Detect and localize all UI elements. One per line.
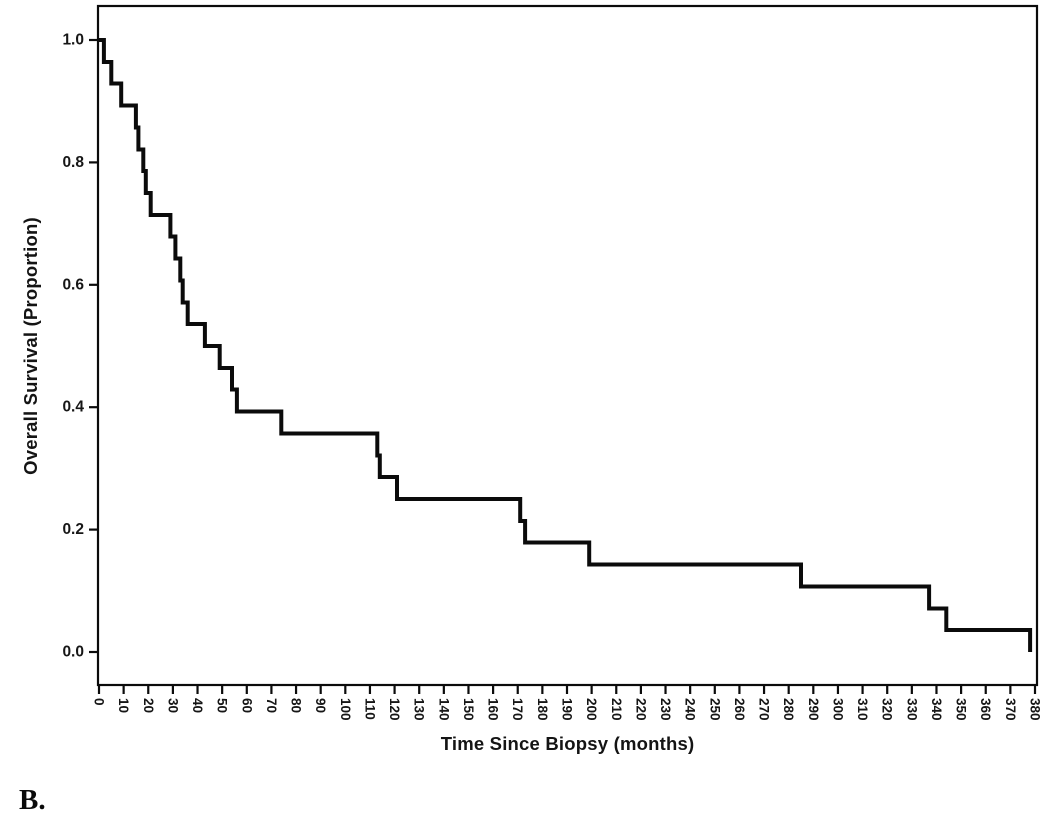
y-tick-label: 0.2	[62, 521, 84, 538]
survival-curve	[99, 38, 1033, 652]
x-tick-label: 90	[313, 698, 328, 713]
x-tick-label: 150	[461, 698, 476, 721]
x-tick-label: 30	[165, 698, 180, 713]
x-tick-label: 210	[609, 698, 624, 721]
x-tick-label: 290	[806, 698, 821, 721]
panel-label: B.	[19, 784, 46, 816]
x-tick-label: 380	[1028, 698, 1043, 721]
x-tick-label: 60	[239, 698, 254, 713]
x-tick-label: 20	[141, 698, 156, 713]
x-tick-label: 240	[683, 698, 698, 721]
y-tick-label: 0.8	[62, 154, 84, 171]
x-tick-label: 230	[658, 698, 673, 721]
y-tick-label: 0.6	[62, 276, 84, 293]
x-axis-ticks: 0 10 20 30 40 50 60 70 80 90 100 110 120 130 140 150 160…	[92, 685, 1043, 721]
x-tick-label: 70	[264, 698, 279, 713]
x-tick-label: 340	[929, 698, 944, 721]
x-tick-label: 110	[362, 698, 377, 720]
x-tick-label: 250	[707, 698, 722, 721]
x-tick-label: 140	[436, 698, 451, 721]
x-tick-label: 190	[560, 698, 575, 721]
x-tick-label: 270	[757, 698, 772, 721]
x-tick-label: 220	[633, 698, 648, 721]
x-tick-label: 260	[732, 698, 747, 721]
x-tick-label: 330	[904, 698, 919, 721]
x-tick-label: 50	[215, 698, 230, 713]
x-tick-label: 120	[387, 698, 402, 721]
y-tick-label: 1.0	[62, 32, 84, 49]
x-tick-label: 40	[190, 698, 205, 713]
x-tick-label: 350	[954, 698, 969, 721]
x-tick-label: 320	[880, 698, 895, 721]
y-axis-ticks: 0.0 0.2 0.4 0.6 0.8 1.0	[62, 32, 98, 661]
x-tick-label: 300	[830, 698, 845, 721]
x-tick-label: 360	[978, 698, 993, 721]
y-tick-label: 0.4	[62, 399, 84, 416]
x-tick-label: 370	[1003, 698, 1018, 721]
x-tick-label: 170	[510, 698, 525, 721]
x-tick-label: 180	[535, 698, 550, 721]
x-tick-label: 10	[116, 698, 131, 713]
x-tick-label: 80	[289, 698, 304, 713]
y-axis-title: Overall Survival (Proportion)	[20, 217, 41, 475]
x-tick-label: 0	[92, 698, 107, 706]
x-tick-label: 130	[412, 698, 427, 721]
x-tick-label: 100	[338, 698, 353, 721]
plot-frame	[96, 4, 1039, 687]
x-tick-label: 200	[584, 698, 599, 721]
x-tick-label: 280	[781, 698, 796, 721]
y-tick-label: 0.0	[62, 644, 84, 661]
x-axis-title: Time Since Biopsy (months)	[440, 733, 695, 754]
x-tick-label: 160	[486, 698, 501, 721]
x-tick-label: 310	[855, 698, 870, 721]
